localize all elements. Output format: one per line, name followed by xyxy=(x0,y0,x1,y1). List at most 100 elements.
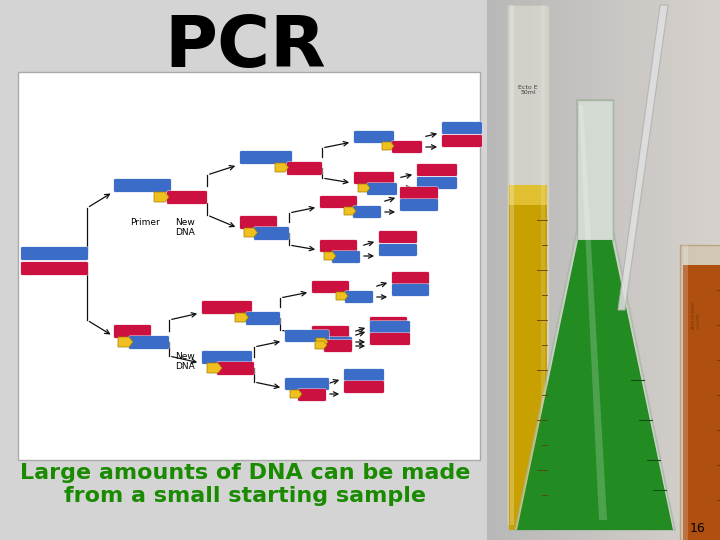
Bar xyxy=(510,5,514,525)
Bar xyxy=(679,0,680,540)
Bar xyxy=(582,0,583,540)
Polygon shape xyxy=(316,338,328,346)
Bar xyxy=(681,0,682,540)
Polygon shape xyxy=(336,292,348,300)
Bar xyxy=(532,0,533,540)
Bar xyxy=(615,0,616,540)
Bar xyxy=(559,0,560,540)
Polygon shape xyxy=(315,341,327,349)
Bar xyxy=(491,0,492,540)
Bar xyxy=(671,0,672,540)
Bar xyxy=(629,0,630,540)
Bar xyxy=(687,0,688,540)
Bar xyxy=(542,0,543,540)
Bar xyxy=(624,0,625,540)
Bar xyxy=(617,0,618,540)
FancyBboxPatch shape xyxy=(442,122,482,134)
Bar xyxy=(683,245,688,540)
Bar xyxy=(546,0,547,540)
Bar xyxy=(660,0,661,540)
FancyBboxPatch shape xyxy=(320,240,357,252)
Bar xyxy=(604,0,605,540)
Bar xyxy=(499,0,500,540)
Bar xyxy=(500,0,501,540)
Bar xyxy=(665,0,666,540)
Bar xyxy=(605,0,606,540)
Bar xyxy=(704,0,705,540)
Bar xyxy=(708,0,709,540)
Bar xyxy=(594,0,595,540)
FancyBboxPatch shape xyxy=(345,291,373,303)
Text: Primer: Primer xyxy=(130,218,160,227)
Bar xyxy=(648,0,649,540)
Text: Ecto E
50ml: Ecto E 50ml xyxy=(518,85,538,96)
Bar xyxy=(685,0,686,540)
Bar xyxy=(529,0,530,540)
Bar xyxy=(695,0,696,540)
Bar xyxy=(565,0,566,540)
Bar xyxy=(638,0,639,540)
Bar xyxy=(659,0,660,540)
FancyBboxPatch shape xyxy=(202,351,252,364)
Bar xyxy=(543,0,544,540)
Bar xyxy=(551,0,552,540)
Bar xyxy=(705,0,706,540)
Bar xyxy=(652,0,653,540)
Bar xyxy=(576,0,577,540)
Bar xyxy=(702,0,703,540)
Bar xyxy=(531,0,532,540)
Bar xyxy=(689,0,690,540)
Bar xyxy=(607,0,608,540)
Bar xyxy=(490,0,491,540)
Bar xyxy=(530,0,531,540)
FancyBboxPatch shape xyxy=(246,312,280,325)
Polygon shape xyxy=(579,105,607,520)
Bar xyxy=(502,0,503,540)
Bar xyxy=(645,0,646,540)
FancyBboxPatch shape xyxy=(417,164,457,176)
Bar xyxy=(577,100,613,240)
Bar xyxy=(684,0,685,540)
FancyBboxPatch shape xyxy=(392,284,429,296)
Bar xyxy=(628,0,629,540)
Bar xyxy=(676,0,677,540)
Text: New
DNA: New DNA xyxy=(175,218,195,238)
FancyBboxPatch shape xyxy=(344,381,384,393)
Polygon shape xyxy=(207,363,222,373)
Bar xyxy=(493,0,494,540)
FancyBboxPatch shape xyxy=(354,131,395,143)
Bar xyxy=(623,0,624,540)
Bar xyxy=(651,0,652,540)
Bar xyxy=(497,0,498,540)
Bar xyxy=(581,0,582,540)
Bar xyxy=(560,0,561,540)
Polygon shape xyxy=(275,163,289,172)
FancyBboxPatch shape xyxy=(129,336,169,349)
Bar xyxy=(514,0,515,540)
FancyBboxPatch shape xyxy=(167,191,207,204)
Polygon shape xyxy=(154,192,169,202)
Bar xyxy=(634,0,635,540)
FancyBboxPatch shape xyxy=(400,187,438,199)
Bar xyxy=(524,0,525,540)
Bar xyxy=(647,0,648,540)
Polygon shape xyxy=(382,142,394,150)
FancyBboxPatch shape xyxy=(344,369,384,381)
Bar xyxy=(488,0,489,540)
Bar xyxy=(640,0,641,540)
Bar xyxy=(519,0,520,540)
Bar xyxy=(621,0,622,540)
Bar xyxy=(697,0,698,540)
Bar xyxy=(578,0,579,540)
Bar xyxy=(667,0,668,540)
Bar xyxy=(673,0,674,540)
FancyBboxPatch shape xyxy=(392,272,429,284)
Bar xyxy=(663,0,664,540)
Bar xyxy=(692,0,693,540)
Bar xyxy=(527,0,528,540)
Bar xyxy=(716,0,717,540)
Bar xyxy=(658,0,659,540)
Polygon shape xyxy=(324,252,336,260)
Bar xyxy=(579,0,580,540)
Bar xyxy=(538,0,539,540)
